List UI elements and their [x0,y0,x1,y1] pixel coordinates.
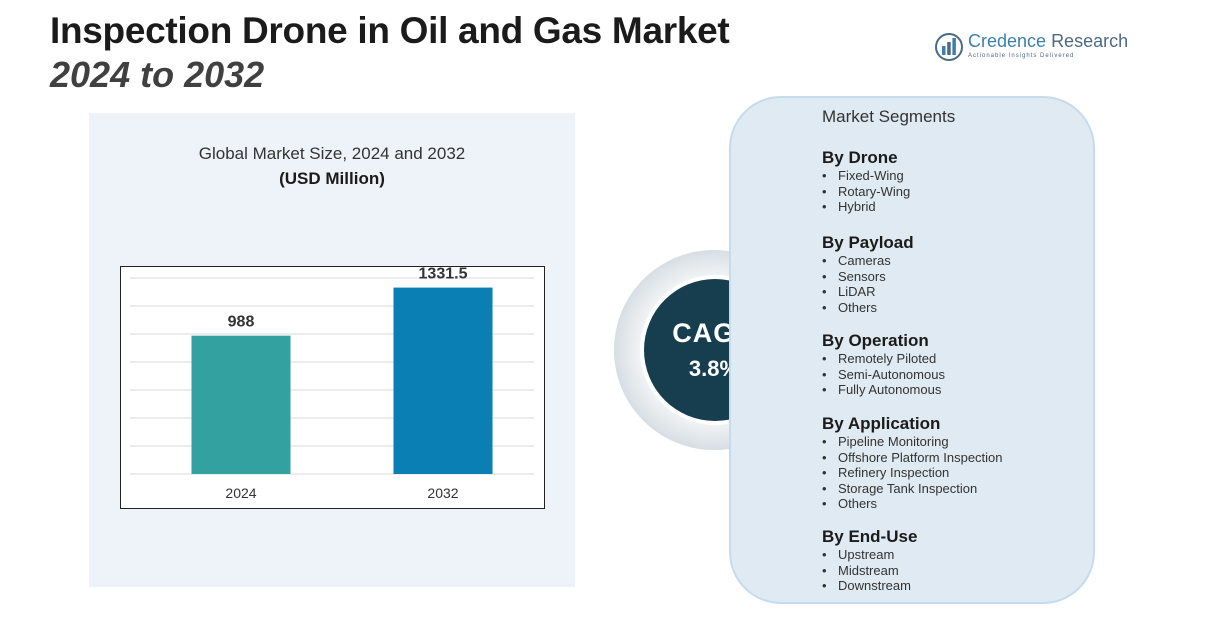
logo-wordmark: Credence Research [968,31,1128,52]
segment-item: Fixed-Wing [822,168,910,184]
segment-item: Midstream [822,563,917,579]
value-labels: 988 1331.5 [228,266,468,331]
bar-chart: 988 1331.5 2024 2032 [120,266,545,509]
segment-group-payload: By Payload Cameras Sensors LiDAR Others [822,233,914,315]
segment-item: Cameras [822,253,914,269]
segment-item: Pipeline Monitoring [822,434,1003,450]
page-subtitle-years: 2024 to 2032 [50,54,265,95]
chart-title: Global Market Size, 2024 and 2032 [198,144,466,163]
segment-item: Others [822,496,1003,512]
segment-group-application: By Application Pipeline Monitoring Offsh… [822,414,1003,512]
value-label-2032: 1331.5 [419,266,468,283]
segment-item: Upstream [822,547,917,563]
x-tick-label-2032: 2032 [427,485,458,501]
segment-item: Storage Tank Inspection [822,481,1003,497]
segment-title: By Application [822,414,941,433]
segment-title: By Drone [822,148,898,167]
segment-item: LiDAR [822,284,914,300]
segment-item: Downstream [822,578,917,594]
logo-name-credence: Credence [968,31,1047,51]
segment-item: Semi-Autonomous [822,367,945,383]
market-segments-panel: Market Segments By Drone Fixed-Wing Rota… [729,96,1095,604]
bars [191,287,493,474]
page-title: Inspection Drone in Oil and Gas Market [50,10,730,51]
segment-group-operation: By Operation Remotely Piloted Semi-Auton… [822,331,945,398]
value-label-2024: 988 [228,314,255,331]
logo-tagline: Actionable Insights Delivered [968,53,1075,59]
segment-title: By End-Use [822,527,918,546]
segment-item: Fully Autonomous [822,382,945,398]
segment-group-end-use: By End-Use Upstream Midstream Downstream [822,527,917,594]
segment-item: Hybrid [822,199,910,215]
segment-item: Rotary-Wing [822,184,910,200]
bar-2024 [191,335,291,474]
company-logo: Credence Research Actionable Insights De… [934,30,1128,64]
bar-chart-logo-icon [935,33,963,61]
segment-group-drone: By Drone Fixed-Wing Rotary-Wing Hybrid [822,148,910,215]
bar-2032 [393,287,493,474]
segment-title: By Payload [822,233,914,252]
chart-unit: (USD Million) [279,169,385,188]
segment-item: Others [822,300,914,316]
x-tick-label-2024: 2024 [225,485,256,501]
segments-header: Market Segments [822,107,956,126]
segment-item: Sensors [822,269,914,285]
segment-item: Offshore Platform Inspection [822,450,1003,466]
segment-title: By Operation [822,331,929,350]
x-axis-labels: 2024 2032 [225,485,458,501]
segment-item: Refinery Inspection [822,465,1003,481]
logo-name-research: Research [1051,31,1129,51]
segment-item: Remotely Piloted [822,351,945,367]
